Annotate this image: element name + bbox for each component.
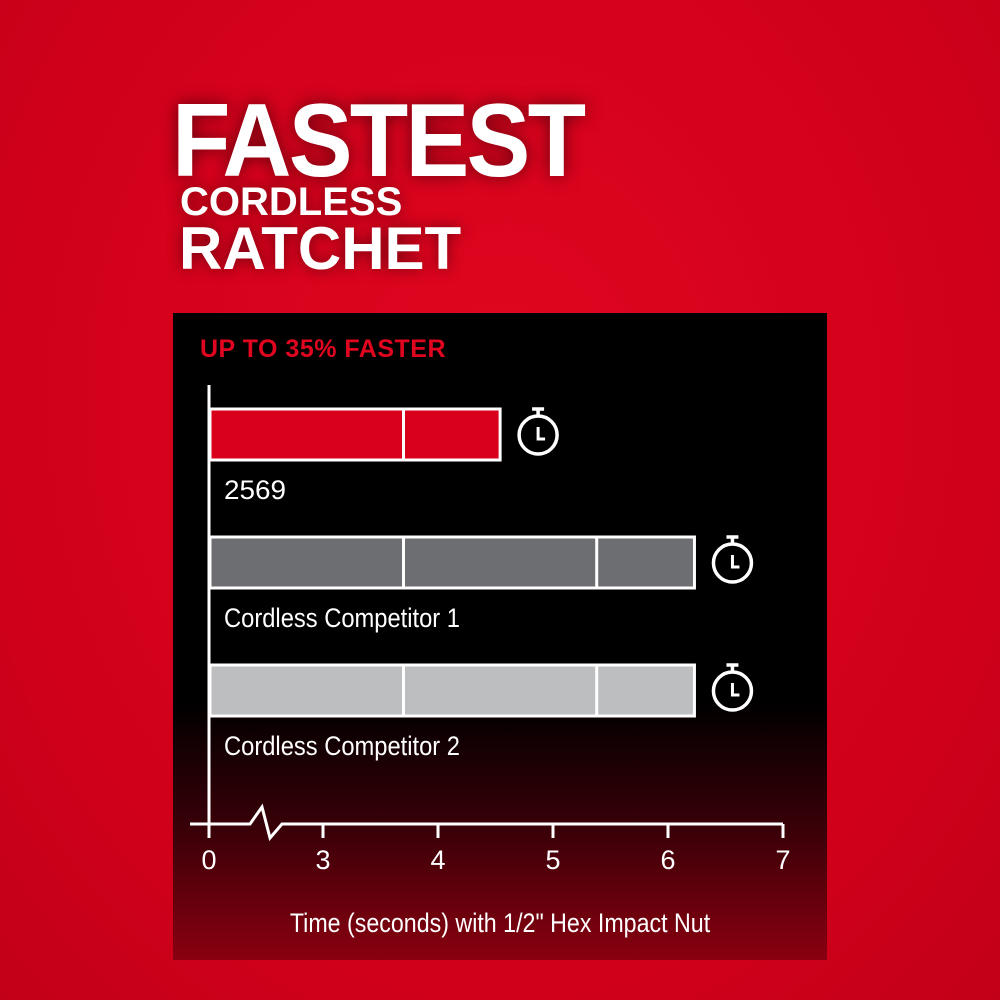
stopwatch-icon xyxy=(517,407,559,456)
headline-ratchet: RATCHET xyxy=(179,215,462,282)
bar-label: Cordless Competitor 2 xyxy=(224,731,460,761)
bar-0 xyxy=(208,407,502,462)
x-tick-label: 5 xyxy=(545,845,560,875)
stopwatch-hands xyxy=(536,427,546,441)
bar-label: Cordless Competitor 1 xyxy=(224,603,460,633)
bar-label: 2569 xyxy=(224,475,286,505)
stopwatch-hands xyxy=(730,555,740,569)
x-axis-label: Time (seconds) with 1/2" Hex Impact Nut xyxy=(289,908,711,938)
x-tick-label: 7 xyxy=(775,845,790,875)
x-tick-label: 6 xyxy=(660,845,675,875)
chart-title: UP TO 35% FASTER xyxy=(200,335,447,363)
x-tick-label: 4 xyxy=(430,845,445,875)
headline-cordless: CORDLESS xyxy=(180,180,403,224)
stopwatch-icon xyxy=(711,535,754,584)
x-tick-label: 3 xyxy=(315,845,330,875)
stopwatch-hands xyxy=(730,683,740,697)
bar-1 xyxy=(208,535,696,590)
stopwatch-icon xyxy=(711,663,754,712)
x-tick-label: 0 xyxy=(201,845,216,875)
x-axis xyxy=(190,803,783,842)
headline-fastest: FASTEST xyxy=(172,83,586,199)
bar-2 xyxy=(208,663,696,718)
